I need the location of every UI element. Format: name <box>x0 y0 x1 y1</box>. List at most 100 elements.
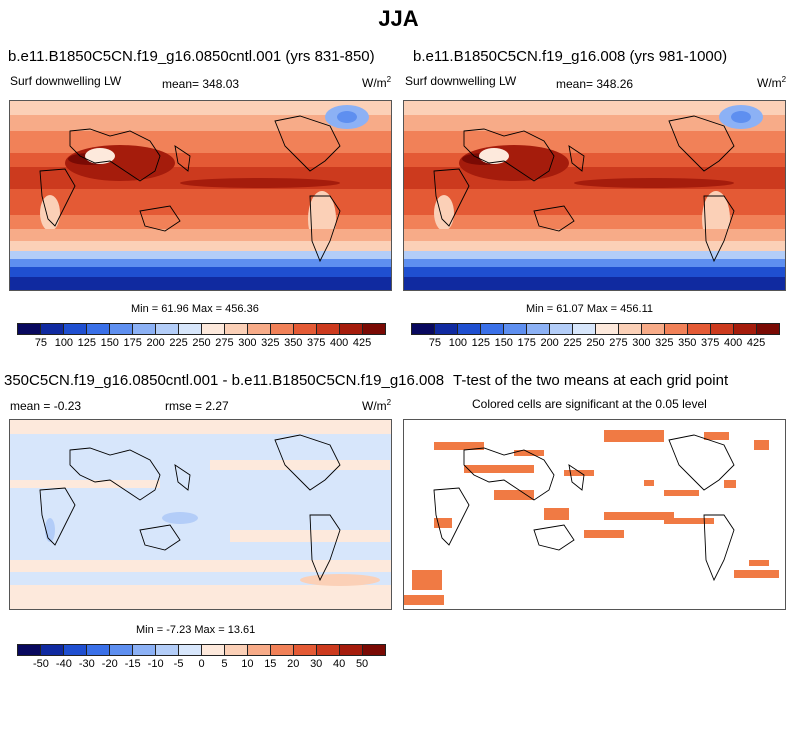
panel-3-colorbar-box <box>248 645 271 655</box>
panel-1-colorbar-box <box>248 324 271 334</box>
panel-3-colorbar-box <box>18 645 41 655</box>
panel-2-colorbar-tick-label: 375 <box>701 337 720 349</box>
panel-3-colorbar-tick-label: 5 <box>221 658 228 670</box>
significant-cell <box>464 465 534 473</box>
panel-1-colorbar-box <box>179 324 202 334</box>
panel-2-units: W/m2 <box>757 75 787 90</box>
significant-cell <box>564 470 594 476</box>
panel-2-title: b.e11.B1850C5CN.f19_g16.008 (yrs 981-100… <box>413 48 728 65</box>
page-title: JJA <box>378 6 419 31</box>
panel-1-colorbar-box <box>363 324 385 334</box>
panel-1-colorbar-tick-label: 125 <box>77 337 96 349</box>
panel-1-colorbar-tick-label: 350 <box>284 337 303 349</box>
panel-3-colorbar-box <box>294 645 317 655</box>
panel-3-colorbar-tick-label: 50 <box>355 658 369 670</box>
panel-2-colorbar-box <box>504 324 527 334</box>
panel-3-colorbar-box <box>271 645 294 655</box>
panel-1-units: W/m2 <box>362 75 392 90</box>
panel-2-mean-label: mean= 348.26 <box>556 77 634 91</box>
panel-3-colorbar-box <box>363 645 385 655</box>
panel-3-colorbar-box <box>133 645 156 655</box>
significant-cell <box>544 508 569 520</box>
panel-2-colorbar-box <box>734 324 757 334</box>
significant-cell <box>724 480 736 488</box>
panel-2-colorbar-tick-label: 325 <box>655 337 674 349</box>
panel-2-map-field <box>404 101 785 290</box>
significant-cell <box>412 570 442 590</box>
panel-1-colorbar-box <box>18 324 41 334</box>
panel-3-colorbar-tick-label: -10 <box>147 658 164 670</box>
panel-3-title: 350C5CN.f19_g16.0850cntl.001 - b.e11.B18… <box>4 372 445 389</box>
panel-3-colorbar-tick-label: -5 <box>173 658 184 670</box>
significant-cell <box>604 512 674 520</box>
panel-2-colorbar <box>411 323 780 335</box>
panel-1-colorbar-tick-label: 175 <box>123 337 142 349</box>
panel-1-colorbar-box <box>110 324 133 334</box>
significant-cell <box>754 440 769 450</box>
panel-1-colorbar-box <box>225 324 248 334</box>
panel-1-colorbar-tick-label: 300 <box>238 337 257 349</box>
panel-2-colorbar-box <box>757 324 779 334</box>
panel-4-title: T-test of the two means at each grid poi… <box>453 372 729 389</box>
significant-cell <box>494 490 534 500</box>
panel-3-colorbar-tick-label: -40 <box>55 658 72 670</box>
panel-3-colorbar-box <box>156 645 179 655</box>
panel-1-colorbar-box <box>156 324 179 334</box>
panel-1-colorbar-tick-label: 150 <box>100 337 119 349</box>
panel-2-colorbar-box <box>481 324 504 334</box>
significant-cells <box>404 430 779 605</box>
panel-3-colorbar-box <box>202 645 225 655</box>
panel-2-colorbar-tick-label: 100 <box>448 337 468 349</box>
panel-3-colorbar-labels: -50 -40 -30 -20 -15 -10 -5 0 5 10 15 20 30 40 50 <box>17 658 386 672</box>
panel-1-colorbar-box <box>64 324 87 334</box>
panel-3-colorbar-box <box>110 645 133 655</box>
panel-1-title: b.e11.B1850C5CN.f19_g16.0850cntl.001 (yr… <box>8 48 375 65</box>
panel-1-colorbar-labels: 75 100 125 150 175 200 225 250 275 300 325 350 375 40… <box>17 337 386 351</box>
significant-cell <box>734 570 779 578</box>
panel-2-colorbar-box <box>596 324 619 334</box>
panel-4-map-field <box>404 420 785 609</box>
panel-3-colorbar-box <box>87 645 110 655</box>
panel-3-map <box>9 419 392 610</box>
panel-3-colorbar-box <box>225 645 248 655</box>
panel-1-colorbar-box <box>340 324 363 334</box>
panel-1-colorbar-tick-label: 100 <box>54 337 74 349</box>
panel-3-colorbar-tick-label: 40 <box>333 658 346 670</box>
panel-2-colorbar-tick-label: 175 <box>517 337 536 349</box>
panel-2-colorbar-tick-label: 400 <box>723 337 743 349</box>
panel-3-colorbar-tick-label: 0 <box>198 658 205 670</box>
panel-3-colorbar-tick-label: 20 <box>287 658 300 670</box>
panel-2-colorbar-tick-label: 150 <box>494 337 513 349</box>
panel-3-rmse-label: rmse = 2.27 <box>165 399 229 413</box>
panel-2-colorbar-box <box>527 324 550 334</box>
significant-cell <box>604 430 664 442</box>
panel-3-mean-label: mean = -0.23 <box>10 399 82 413</box>
panel-4-subtitle: Colored cells are significant at the 0.0… <box>472 397 707 411</box>
panel-3-colorbar-tick-label: 30 <box>310 658 323 670</box>
panel-2-colorbar-tick-label: 225 <box>563 337 582 349</box>
panel-2-colorbar-tick-label: 75 <box>428 337 442 349</box>
panel-2-colorbar-box <box>458 324 481 334</box>
panel-3-colorbar <box>17 644 386 656</box>
panel-2-colorbar-box <box>619 324 642 334</box>
panel-1-colorbar-tick-label: 375 <box>307 337 326 349</box>
panel-2-colorbar-box <box>688 324 711 334</box>
significant-cell <box>404 595 444 605</box>
panel-1-map <box>9 100 392 291</box>
panel-2-colorbar-tick-label: 275 <box>609 337 628 349</box>
panel-3-colorbar-box <box>317 645 340 655</box>
panel-3-units: W/m2 <box>362 398 392 413</box>
panel-3-colorbar-box <box>64 645 87 655</box>
panel-1-variable-label: Surf downwelling LW <box>10 74 122 88</box>
panel-2-colorbar-box <box>435 324 458 334</box>
panel-1-colorbar-box <box>133 324 156 334</box>
panel-2-colorbar-tick-label: 200 <box>540 337 559 349</box>
panel-1-colorbar-box <box>271 324 294 334</box>
panel-1-colorbar-tick-label: 250 <box>192 337 211 349</box>
panel-2-colorbar-tick-label: 350 <box>678 337 697 349</box>
significant-cell <box>664 490 699 496</box>
panel-2-colorbar-tick-label: 300 <box>632 337 651 349</box>
panel-1-colorbar-tick-label: 75 <box>34 337 48 349</box>
panel-3-colorbar-tick-label: -30 <box>78 658 95 670</box>
panel-3-colorbar-tick-label: 10 <box>241 658 254 670</box>
